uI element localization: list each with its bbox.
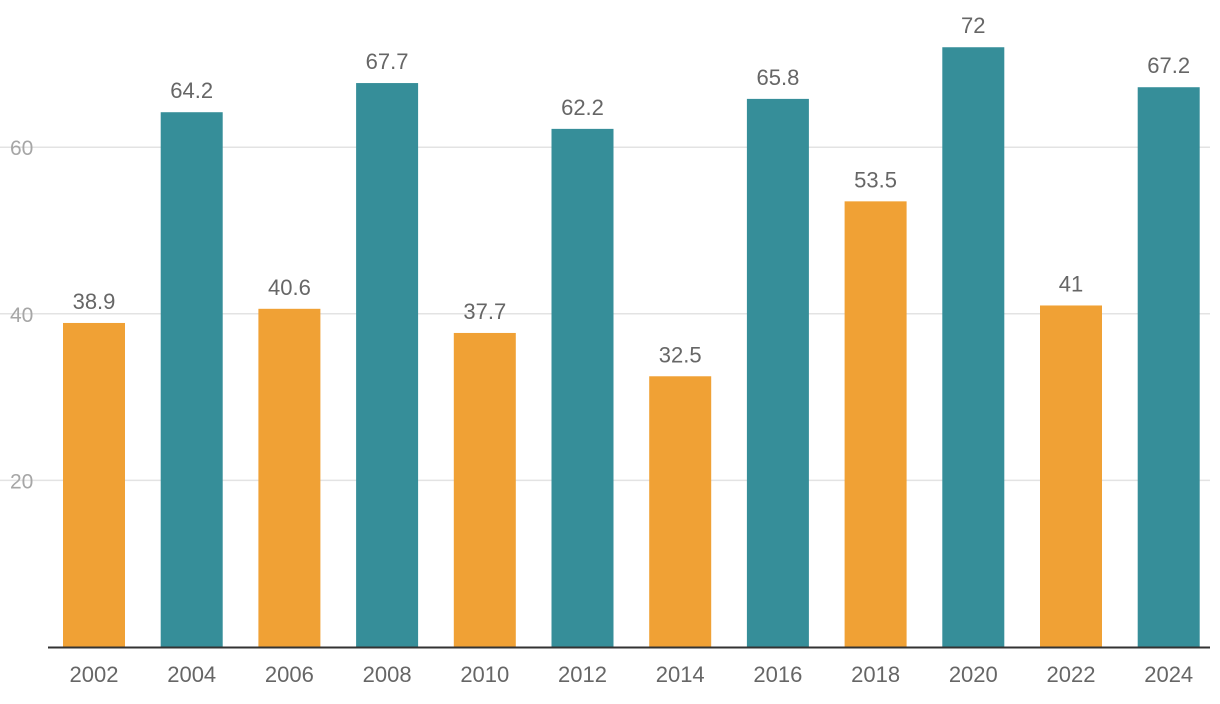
data-label: 64.2 xyxy=(170,78,213,103)
y-tick-label: 40 xyxy=(10,304,33,327)
bar-2018 xyxy=(844,201,907,647)
data-label: 67.7 xyxy=(366,49,409,74)
x-tick-label: 2014 xyxy=(656,662,705,687)
bar-2022 xyxy=(1040,305,1102,647)
x-tick-label: 2004 xyxy=(167,662,216,687)
x-tick-label: 2018 xyxy=(851,662,900,687)
data-label: 62.2 xyxy=(561,95,604,120)
data-labels: 38.9 64.2 40.6 67.7 37.7 62.2 32.5 65.8 53.5 72 41… xyxy=(73,13,1191,367)
bar-2020 xyxy=(942,47,1005,648)
x-tick-label: 2012 xyxy=(558,662,607,687)
bar-2002 xyxy=(63,322,125,647)
data-label: 38.9 xyxy=(73,289,116,314)
bar-2004 xyxy=(160,112,223,648)
x-tick-label: 2008 xyxy=(363,662,412,687)
x-tick-label: 2020 xyxy=(949,662,998,687)
y-tick-label: 60 xyxy=(10,137,33,160)
data-label: 65.8 xyxy=(756,65,799,90)
bar-2008 xyxy=(356,83,419,647)
x-tick-label: 2002 xyxy=(70,662,119,687)
data-label: 53.5 xyxy=(854,167,897,192)
data-label: 41 xyxy=(1059,271,1083,296)
x-axis-tick-labels: 2002 2004 2006 2008 2010 2012 2014 2016 2018 2020… xyxy=(70,662,1194,687)
data-label: 37.7 xyxy=(463,299,506,324)
data-label: 67.2 xyxy=(1147,53,1190,78)
bar-2010 xyxy=(453,332,516,647)
x-tick-label: 2024 xyxy=(1144,662,1193,687)
bars xyxy=(63,47,1200,648)
data-label: 72 xyxy=(961,13,985,38)
x-tick-label: 2016 xyxy=(753,662,802,687)
bar-2014 xyxy=(649,376,712,647)
bar-2006 xyxy=(258,308,321,647)
data-label: 40.6 xyxy=(268,275,311,300)
x-tick-label: 2010 xyxy=(460,662,509,687)
bar-2016 xyxy=(746,98,809,648)
bar-2012 xyxy=(551,128,614,647)
bar-2024 xyxy=(1137,87,1200,647)
data-label: 32.5 xyxy=(659,342,702,367)
y-tick-label: 20 xyxy=(10,470,33,493)
x-tick-label: 2006 xyxy=(265,662,314,687)
x-tick-label: 2022 xyxy=(1047,662,1096,687)
